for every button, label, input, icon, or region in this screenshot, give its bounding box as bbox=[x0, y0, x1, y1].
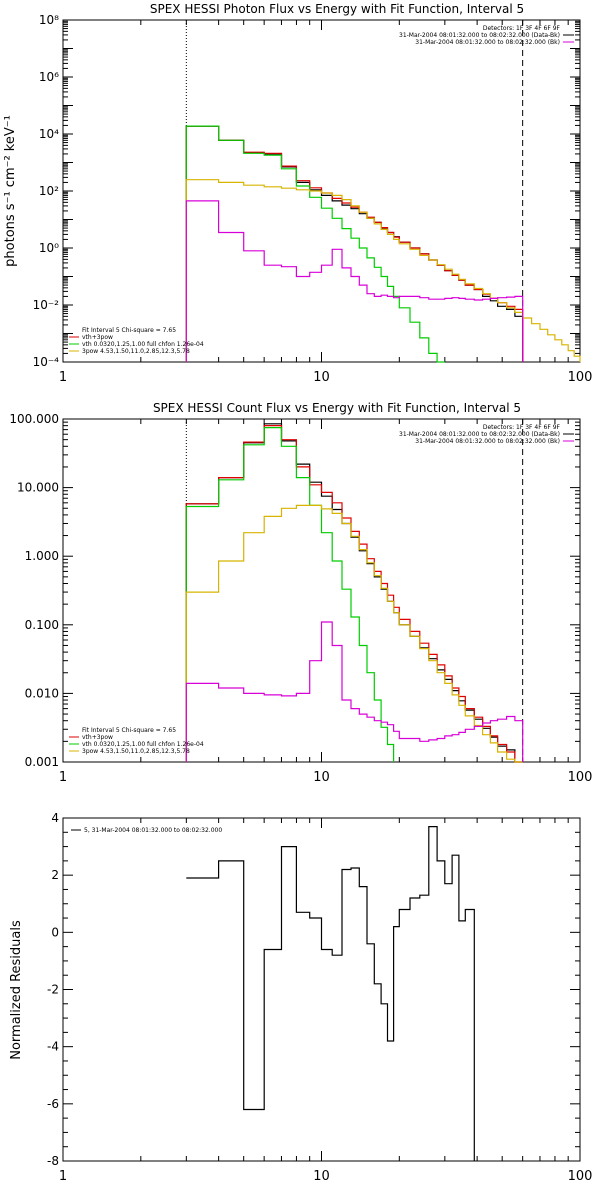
chart-title: SPEX HESSI Photon Flux vs Energy with Fi… bbox=[150, 2, 524, 16]
y-tick-label: 0.010 bbox=[25, 686, 59, 700]
axis-ticks: 1 10 100 -8 -6 -4 -2 0 2 4 bbox=[47, 811, 592, 1184]
series-total bbox=[185, 425, 523, 763]
y-tick-label: 10.000 bbox=[17, 481, 59, 495]
y-tick-label: 0.001 bbox=[25, 755, 59, 769]
y-tick-label: 10⁰ bbox=[39, 241, 59, 255]
plot-frame bbox=[62, 817, 581, 1162]
legend-entry: Fit Interval 5 Chi-square = 7.65 bbox=[82, 327, 176, 334]
series-residuals bbox=[186, 826, 475, 1161]
y-tick-label: -4 bbox=[47, 1040, 59, 1054]
y-tick-label: 4 bbox=[51, 811, 59, 825]
y-tick-label: -2 bbox=[47, 983, 59, 997]
series-thermal bbox=[185, 427, 395, 762]
residuals-panel: Normalized Residuals 1 10 100 -8 -6 -4 -2 0 2 4 5… bbox=[9, 811, 592, 1184]
legend-bottom-left: Fit Interval 5 Chi-square = 7.65vth+3pow… bbox=[69, 727, 204, 755]
x-tick-label: 1 bbox=[59, 770, 67, 785]
legend-bottom-left: Fit Interval 5 Chi-square = 7.65vth+3pow… bbox=[69, 327, 204, 355]
series-background bbox=[185, 200, 524, 362]
x-tick-label: 1 bbox=[59, 370, 67, 385]
y-tick-label: 10⁻⁴ bbox=[33, 355, 60, 369]
legend-entry: Detectors: 1F 3F 4F 6F 9F bbox=[483, 25, 561, 32]
y-tick-label: 100.000 bbox=[9, 412, 59, 426]
count-flux-panel: SPEX HESSI Count Flux vs Energy with Fit… bbox=[9, 401, 592, 785]
plot-frame bbox=[62, 418, 581, 763]
y-tick-label: 1.000 bbox=[25, 549, 59, 563]
data-series bbox=[186, 826, 475, 1161]
y-tick-label: 10⁸ bbox=[39, 13, 59, 27]
legend-entry: 31-Mar-2004 08:01:32.000 to 08:02:32.000… bbox=[415, 39, 560, 46]
series-thermal bbox=[185, 125, 445, 363]
chart-title: SPEX HESSI Count Flux vs Energy with Fit… bbox=[153, 401, 521, 415]
series-powerlaw bbox=[185, 504, 523, 763]
legend-entry: Detectors: 1F 3F 4F 6F 9F bbox=[483, 424, 561, 431]
legend-entry: Fit Interval 5 Chi-square = 7.65 bbox=[82, 727, 176, 734]
x-tick-label: 10 bbox=[313, 1169, 330, 1184]
x-tick-label: 1 bbox=[59, 1169, 67, 1184]
series-data bbox=[185, 125, 524, 362]
axis-ticks: 1 10 100 0.001 0.010 0.100 1.000 10.000 100.000 bbox=[9, 412, 592, 785]
series-background bbox=[185, 621, 524, 762]
x-tick-label: 10 bbox=[313, 770, 330, 785]
data-series bbox=[185, 125, 581, 363]
photon-flux-panel: SPEX HESSI Photon Flux vs Energy with Fi… bbox=[3, 2, 592, 385]
y-axis-label: photons s⁻¹ cm⁻² keV⁻¹ bbox=[3, 115, 18, 267]
y-tick-label: 2 bbox=[51, 868, 59, 882]
legend-entry: 3pow 4.53,1.50,11.0,2.85,12.3,5.78 bbox=[82, 348, 190, 355]
y-tick-label: 0 bbox=[51, 925, 59, 939]
series-powerlaw bbox=[185, 179, 581, 362]
series-data bbox=[185, 423, 523, 763]
y-tick-label: 10⁶ bbox=[39, 70, 59, 84]
series-total bbox=[185, 125, 524, 362]
x-tick-label: 100 bbox=[568, 370, 593, 385]
legend-entry: 31-Mar-2004 08:01:32.000 to 08:02:32.000… bbox=[415, 438, 560, 445]
legend-entry: 31-Mar-2004 08:01:32.000 to 08:02:32.000… bbox=[399, 32, 560, 39]
y-tick-label: 10⁴ bbox=[39, 127, 59, 141]
y-tick-label: 10⁻² bbox=[33, 298, 60, 312]
legend-entry: 3pow 4.53,1.50,11.0,2.85,12.3,5.78 bbox=[82, 748, 190, 755]
legend-entry: vth+3pow bbox=[82, 334, 113, 341]
reference-lines bbox=[185, 20, 524, 362]
y-tick-label: -6 bbox=[47, 1097, 59, 1111]
x-tick-label: 100 bbox=[568, 770, 593, 785]
y-tick-label: 0.100 bbox=[25, 618, 59, 632]
data-series bbox=[185, 423, 524, 763]
y-axis-label: Normalized Residuals bbox=[9, 920, 24, 1060]
x-tick-label: 100 bbox=[568, 1169, 593, 1184]
legend-entry: 5, 31-Mar-2004 08:01:32.000 to 08:02:32.… bbox=[84, 827, 222, 834]
legend-entry: 31-Mar-2004 08:01:32.000 to 08:02:32.000… bbox=[399, 431, 560, 438]
axis-ticks: 1 10 100 10⁻⁴ 10⁻² 10⁰ 10² 10⁴ 10⁶ 10⁸ bbox=[33, 13, 593, 385]
legend-top-left: 5, 31-Mar-2004 08:01:32.000 to 08:02:32.… bbox=[71, 827, 222, 834]
legend-entry: vth+3pow bbox=[82, 734, 113, 741]
y-tick-label: -8 bbox=[47, 1154, 59, 1168]
legend-entry: vth 0.0320,1.25,1.00 full chfon 1.26e-04 bbox=[82, 341, 204, 348]
x-tick-label: 10 bbox=[313, 370, 330, 385]
legend-entry: vth 0.0320,1.25,1.00 full chfon 1.26e-04 bbox=[82, 741, 204, 748]
y-tick-label: 10² bbox=[39, 184, 59, 198]
